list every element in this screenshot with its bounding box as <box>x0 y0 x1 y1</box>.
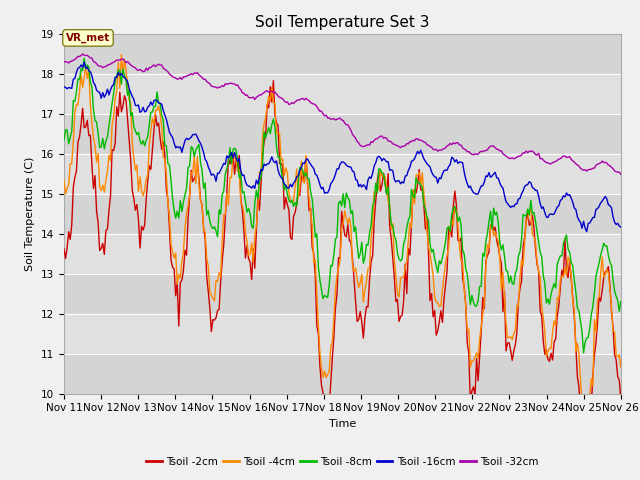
Bar <box>64 34 621 73</box>
Tsoil -16cm <box>305 159 313 165</box>
Bar <box>64 193 621 234</box>
Tsoil -2cm <box>129 187 136 193</box>
Tsoil -4cm <box>118 51 125 57</box>
Tsoil -16cm <box>60 84 68 90</box>
Tsoil -8cm <box>617 299 625 304</box>
Tsoil -2cm <box>581 442 589 447</box>
Tsoil -8cm <box>580 350 588 356</box>
Tsoil -16cm <box>130 96 138 102</box>
Tsoil -2cm <box>226 161 234 167</box>
Tsoil -4cm <box>617 364 625 370</box>
Tsoil -4cm <box>60 178 68 183</box>
Tsoil -8cm <box>246 211 254 216</box>
Line: Tsoil -16cm: Tsoil -16cm <box>64 62 621 232</box>
X-axis label: Time: Time <box>329 419 356 429</box>
Tsoil -4cm <box>228 175 236 180</box>
Tsoil -32cm <box>79 51 86 57</box>
Tsoil -4cm <box>255 169 263 175</box>
Legend: Tsoil -2cm, Tsoil -4cm, Tsoil -8cm, Tsoil -16cm, Tsoil -32cm: Tsoil -2cm, Tsoil -4cm, Tsoil -8cm, Tsoi… <box>142 453 543 471</box>
Tsoil -4cm <box>305 194 313 200</box>
Tsoil -32cm <box>255 92 263 98</box>
Tsoil -2cm <box>269 78 277 84</box>
Tsoil -16cm <box>589 215 596 220</box>
Tsoil -8cm <box>60 137 68 143</box>
Tsoil -32cm <box>228 80 236 86</box>
Tsoil -16cm <box>81 60 88 65</box>
Y-axis label: Soil Temperature (C): Soil Temperature (C) <box>26 156 35 271</box>
Title: Soil Temperature Set 3: Soil Temperature Set 3 <box>255 15 429 30</box>
Tsoil -8cm <box>130 123 138 129</box>
Tsoil -4cm <box>130 155 138 160</box>
Tsoil -2cm <box>244 256 252 262</box>
Line: Tsoil -4cm: Tsoil -4cm <box>64 54 621 419</box>
Tsoil -2cm <box>305 208 313 214</box>
Tsoil -16cm <box>583 229 591 235</box>
Bar <box>64 234 621 274</box>
Tsoil -4cm <box>589 384 596 389</box>
Bar <box>64 73 621 114</box>
Line: Tsoil -32cm: Tsoil -32cm <box>64 54 621 174</box>
Tsoil -4cm <box>583 416 591 421</box>
Tsoil -8cm <box>228 161 236 167</box>
Tsoil -16cm <box>246 184 254 190</box>
Tsoil -8cm <box>255 179 263 184</box>
Tsoil -16cm <box>228 150 236 156</box>
Bar <box>64 313 621 354</box>
Tsoil -32cm <box>130 64 138 70</box>
Line: Tsoil -8cm: Tsoil -8cm <box>64 59 621 353</box>
Tsoil -8cm <box>589 303 596 309</box>
Tsoil -8cm <box>81 56 88 61</box>
Tsoil -32cm <box>246 95 254 101</box>
Tsoil -32cm <box>617 171 625 177</box>
Bar <box>64 114 621 154</box>
Bar <box>64 354 621 394</box>
Bar <box>64 274 621 313</box>
Bar <box>64 154 621 193</box>
Tsoil -2cm <box>617 396 625 402</box>
Tsoil -16cm <box>617 224 625 230</box>
Text: VR_met: VR_met <box>66 33 110 43</box>
Tsoil -2cm <box>60 246 68 252</box>
Tsoil -2cm <box>254 193 262 199</box>
Line: Tsoil -2cm: Tsoil -2cm <box>64 81 621 444</box>
Tsoil -32cm <box>60 59 68 65</box>
Tsoil -8cm <box>305 176 313 181</box>
Tsoil -2cm <box>589 372 596 378</box>
Tsoil -4cm <box>246 251 254 257</box>
Tsoil -32cm <box>305 98 313 104</box>
Tsoil -16cm <box>255 174 263 180</box>
Tsoil -32cm <box>588 167 595 172</box>
